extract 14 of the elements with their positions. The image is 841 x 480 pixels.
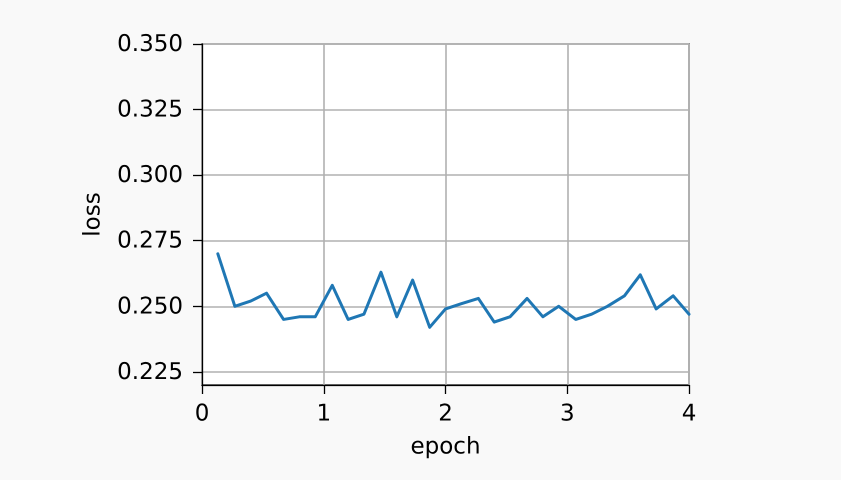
line-series bbox=[216, 252, 690, 329]
y-tick-label: 0.250 bbox=[117, 293, 183, 320]
y-tick-label: 0.275 bbox=[117, 228, 183, 254]
y-tick-label: 0.325 bbox=[117, 96, 183, 123]
x-tick-label: 1 bbox=[316, 400, 332, 426]
y-tick-label: 0.225 bbox=[117, 358, 183, 385]
x-tick-label: 4 bbox=[682, 400, 696, 426]
x-tick-label: 3 bbox=[560, 400, 575, 426]
y-tick-label: 0.350 bbox=[117, 31, 183, 57]
y-tick-label: 0.300 bbox=[117, 162, 183, 188]
x-tick-label: 0 bbox=[194, 400, 210, 426]
x-axis-title: epoch bbox=[410, 434, 481, 460]
y-axis-title: loss bbox=[80, 192, 106, 237]
x-tick-label: 2 bbox=[438, 400, 453, 426]
